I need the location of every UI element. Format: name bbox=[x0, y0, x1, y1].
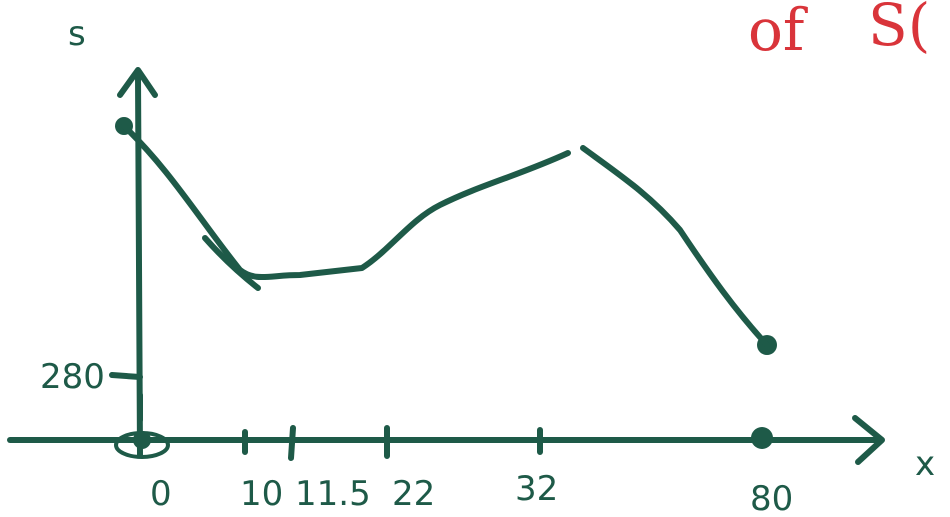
margin-note: S( bbox=[868, 0, 930, 59]
curve bbox=[580, 145, 770, 348]
y-axis-arrow bbox=[117, 67, 158, 98]
y-marker-tick bbox=[109, 372, 143, 423]
x-tick-label: 32 bbox=[515, 469, 558, 509]
curve-stroke bbox=[202, 235, 261, 291]
origin-dot bbox=[133, 431, 151, 449]
x-tick-label: 10 bbox=[240, 474, 283, 514]
x-ticks bbox=[242, 425, 543, 461]
curve bbox=[121, 123, 571, 281]
x-tick-label: 22 bbox=[392, 474, 435, 514]
x-axis-arrow bbox=[852, 415, 885, 465]
endpoint-dot bbox=[751, 427, 773, 449]
x-tick-label: 0 bbox=[150, 474, 172, 514]
y-marker-label: 280 bbox=[40, 357, 105, 397]
y-axis-label: s bbox=[68, 14, 86, 54]
x-tick-label: 11.5 bbox=[295, 474, 371, 514]
margin-note: of bbox=[748, 0, 808, 64]
x-tick-label: 80 bbox=[750, 479, 793, 517]
x-axis-label: x bbox=[915, 444, 935, 484]
